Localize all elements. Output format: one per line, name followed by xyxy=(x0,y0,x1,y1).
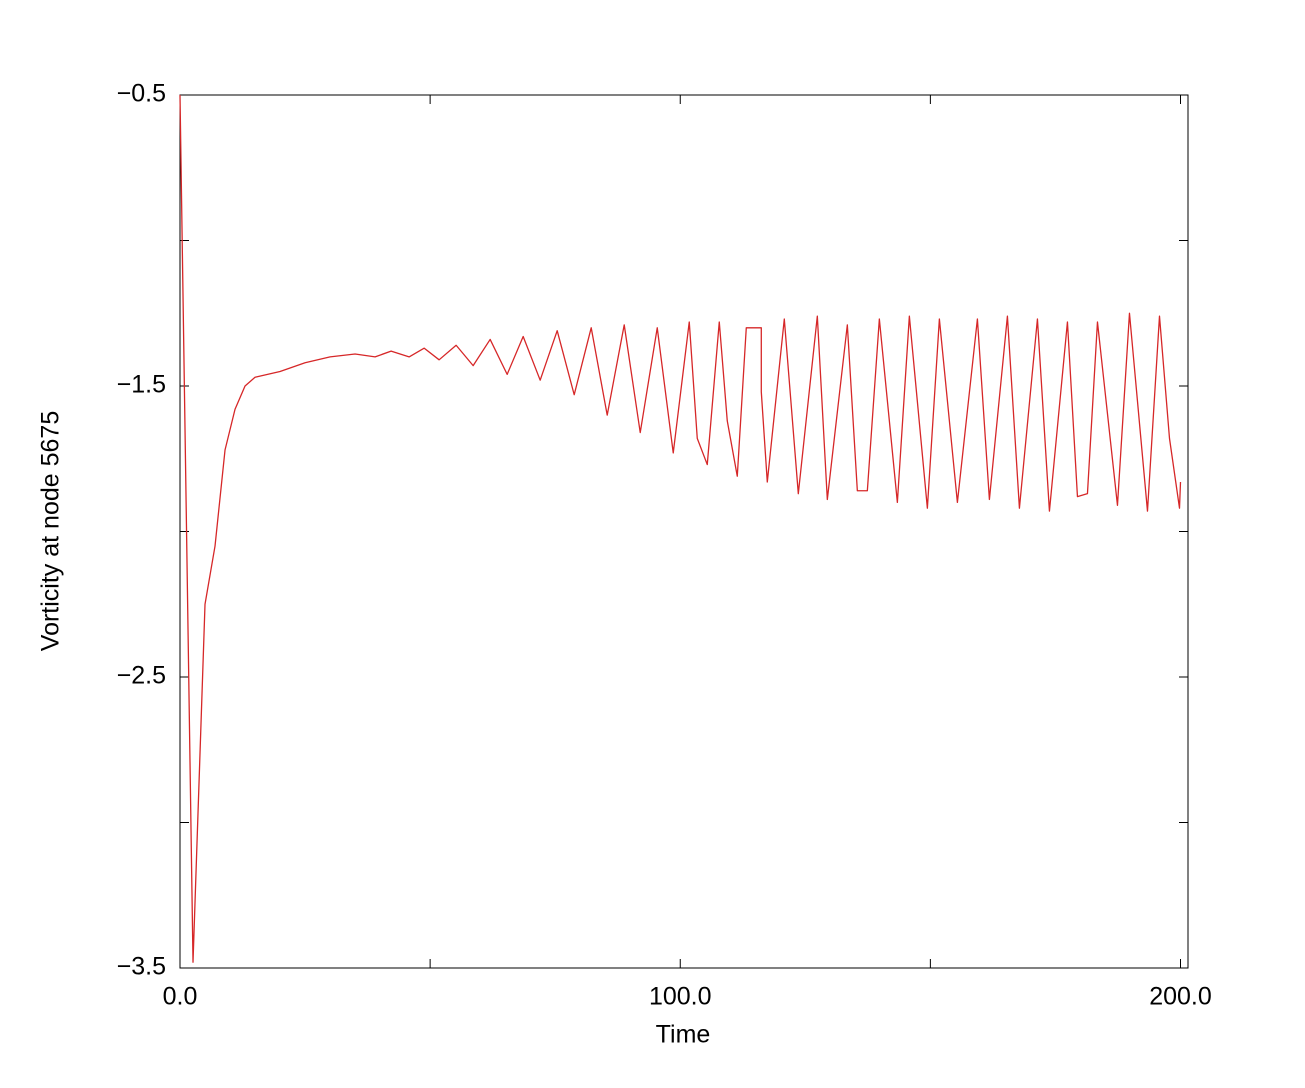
y-tick-label: −3.5 xyxy=(117,953,166,981)
x-axis-label: Time xyxy=(656,1021,711,1049)
x-tick-label: 100.0 xyxy=(649,983,712,1011)
y-axis-label: Vorticity at node 5675 xyxy=(37,411,65,651)
data-line xyxy=(179,94,1182,963)
plot-frame xyxy=(179,94,1189,969)
y-tick-label: −1.5 xyxy=(117,371,166,399)
x-tick-label: 0.0 xyxy=(163,983,198,1011)
y-tick-label: −2.5 xyxy=(117,662,166,690)
y-tick-label: −0.5 xyxy=(117,80,166,108)
x-tick-label: 200.0 xyxy=(1149,983,1212,1011)
